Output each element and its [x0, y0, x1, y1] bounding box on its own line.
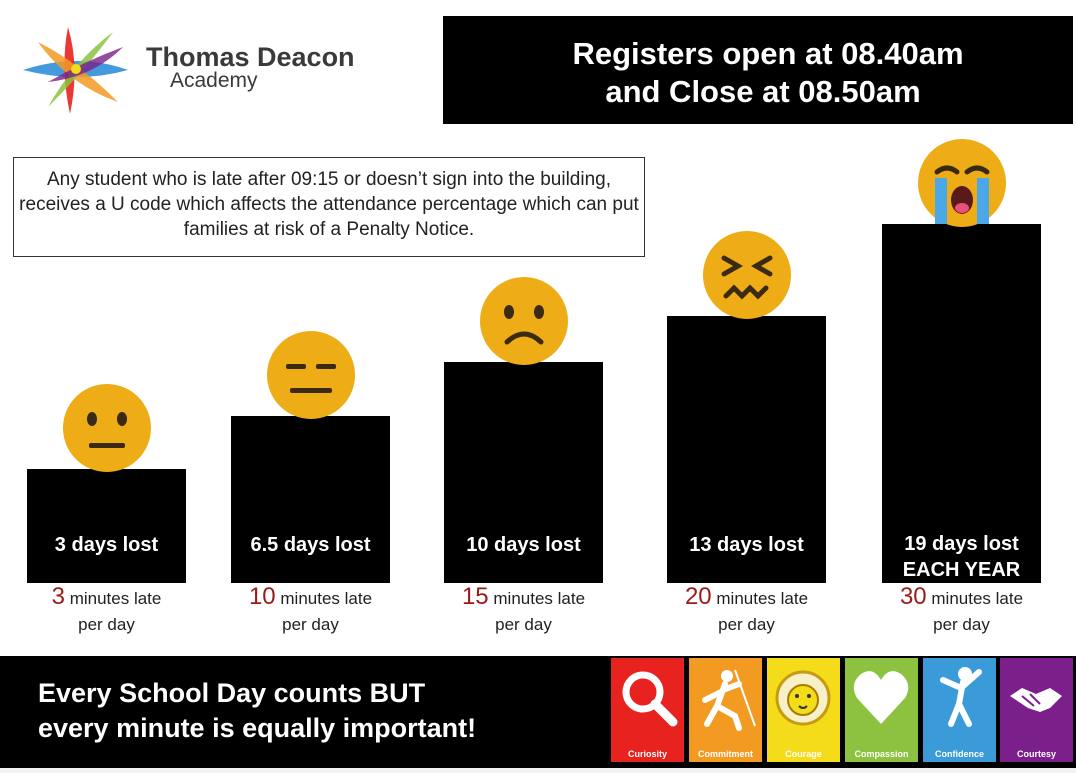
climber-icon	[702, 669, 756, 731]
value-label: Confidence	[934, 749, 984, 759]
starburst-logo-icon	[23, 27, 128, 114]
value-label: Compassion	[854, 749, 909, 759]
jumping-person-icon	[940, 667, 982, 727]
registers-banner: Registers open at 08.40am and Close at 0…	[443, 16, 1073, 124]
value-tile-courtesy: Courtesy	[1000, 658, 1073, 762]
bar-2: 6.5 days lost	[231, 416, 390, 583]
minutes-unit: minutes late	[69, 589, 162, 608]
minutes-unit: minutes late	[280, 589, 373, 608]
per-day: per day	[495, 615, 552, 634]
brand-name: Thomas Deacon	[146, 42, 355, 72]
minutes-unit: minutes late	[931, 589, 1024, 608]
footer-text: Every School Day counts BUT every minute…	[38, 676, 476, 746]
confounded-face-icon	[702, 230, 792, 325]
bar-label: 19 days lost	[904, 533, 1019, 555]
footer-line-1: Every School Day counts BUT	[38, 678, 426, 708]
value-label: Commitment	[697, 749, 753, 759]
caption-3: 15 minutes late per day	[424, 584, 623, 638]
bar-label: 13 days lost	[689, 534, 804, 556]
value-tile-compassion: Compassion	[845, 658, 918, 762]
bar-label: 10 days lost	[466, 534, 581, 556]
bar-5: 19 days lost EACH YEAR	[882, 224, 1041, 583]
minutes-number: 20	[684, 583, 712, 610]
magnifier-icon	[622, 671, 678, 727]
registers-line-2: and Close at 08.50am	[605, 74, 921, 109]
per-day: per day	[933, 615, 990, 634]
late-notice: Any student who is late after 09:15 or d…	[13, 157, 645, 257]
minutes-number: 30	[899, 583, 927, 610]
handshake-icon	[1010, 688, 1062, 712]
value-label: Courtesy	[1016, 749, 1056, 759]
expressionless-face-icon	[266, 330, 356, 425]
frowning-face-icon	[479, 276, 569, 371]
value-tile-courage: Courage	[767, 658, 840, 762]
minutes-number: 3	[51, 583, 65, 610]
minutes-unit: minutes late	[493, 589, 586, 608]
per-day: per day	[282, 615, 339, 634]
bar-extra-label: EACH YEAR	[902, 559, 1021, 581]
bottom-divider	[0, 768, 1076, 773]
caption-4: 20 minutes late per day	[647, 584, 846, 638]
brand-sub: Academy	[170, 69, 258, 92]
bar-1: 3 days lost	[27, 469, 186, 583]
registers-line-1: Registers open at 08.40am	[572, 36, 964, 71]
value-tile-commitment: Commitment	[689, 658, 762, 762]
minutes-number: 15	[461, 583, 489, 610]
per-day: per day	[718, 615, 775, 634]
minutes-number: 10	[248, 583, 276, 610]
value-tile-confidence: Confidence	[923, 658, 996, 762]
value-label: Courage	[785, 749, 822, 759]
value-tile-curiosity: Curiosity	[611, 658, 684, 762]
value-label: Curiosity	[627, 749, 667, 759]
minutes-unit: minutes late	[716, 589, 809, 608]
per-day: per day	[78, 615, 135, 634]
lion-icon	[775, 670, 831, 726]
academy-logo: Thomas Deacon Academy	[18, 22, 428, 117]
caption-1: 3 minutes late per day	[7, 584, 206, 638]
neutral-face-icon	[62, 383, 152, 478]
bar-label: 6.5 days lost	[250, 534, 371, 556]
caption-2: 10 minutes late per day	[211, 584, 410, 638]
heart-icon	[853, 671, 909, 724]
crying-face-icon	[917, 138, 1007, 233]
footer-line-2: every minute is equally important!	[38, 713, 477, 743]
bar-3: 10 days lost	[444, 362, 603, 583]
bar-label: 3 days lost	[54, 534, 159, 556]
caption-5: 30 minutes late per day	[862, 584, 1061, 638]
bar-4: 13 days lost	[667, 316, 826, 583]
